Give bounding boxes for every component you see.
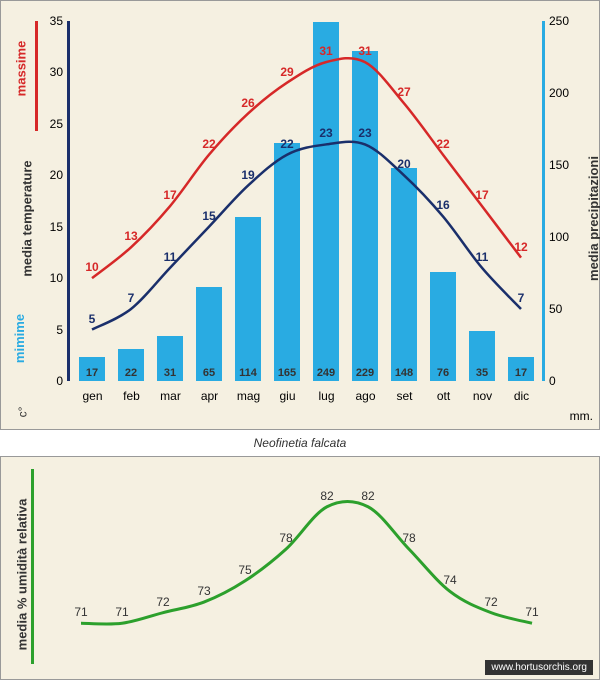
max-temp-value: 22 — [197, 137, 221, 151]
max-temp-value: 10 — [80, 260, 104, 274]
humidity-value: 78 — [274, 531, 298, 545]
humidity-axis-label: media % umidità relativa — [14, 499, 29, 651]
precip-unit-label: mm. — [570, 409, 593, 423]
min-temp-value: 19 — [236, 168, 260, 182]
max-temp-value: 26 — [236, 96, 260, 110]
species-caption: Neofinetia falcata — [0, 436, 600, 450]
humidity-value: 71 — [110, 605, 134, 619]
month-label: set — [387, 389, 422, 403]
humidity-value: 74 — [438, 573, 462, 587]
precip-tick: 200 — [549, 86, 579, 100]
max-temp-value: 12 — [509, 240, 533, 254]
month-label: giu — [270, 389, 305, 403]
humidity-value: 78 — [397, 531, 421, 545]
month-label: lug — [309, 389, 344, 403]
humidity-value: 71 — [69, 605, 93, 619]
precip-axis-label: media precipitazioni — [586, 156, 600, 281]
humidity-value: 71 — [520, 605, 544, 619]
month-label: mag — [231, 389, 266, 403]
humidity-value: 72 — [151, 595, 175, 609]
precip-tick: 150 — [549, 158, 579, 172]
humidity-value: 82 — [315, 489, 339, 503]
temp-tick: 25 — [38, 117, 63, 131]
temp-tick: 0 — [38, 374, 63, 388]
precip-tick: 100 — [549, 230, 579, 244]
max-temp-line — [92, 58, 521, 278]
watermark: www.hortusorchis.org — [485, 660, 593, 675]
humidity-value: 72 — [479, 595, 503, 609]
max-temp-value: 17 — [158, 188, 182, 202]
min-temp-value: 11 — [158, 250, 182, 264]
min-temp-line — [92, 142, 521, 330]
month-label: ott — [426, 389, 461, 403]
min-temp-value: 11 — [470, 250, 494, 264]
temp-axis-label: media temperature — [20, 160, 35, 276]
month-label: gen — [75, 389, 110, 403]
max-temp-value: 29 — [275, 65, 299, 79]
min-temp-value: 20 — [392, 157, 416, 171]
humidity-svg — [61, 475, 561, 655]
min-temp-value: 16 — [431, 198, 455, 212]
month-label: apr — [192, 389, 227, 403]
precip-tick: 250 — [549, 14, 579, 28]
min-temp-value: 7 — [119, 291, 143, 305]
temp-tick: 30 — [38, 65, 63, 79]
massime-label: massime — [13, 41, 28, 97]
humidity-value: 75 — [233, 563, 257, 577]
min-temp-value: 22 — [275, 137, 299, 151]
min-temp-value: 5 — [80, 312, 104, 326]
precip-tick: 0 — [549, 374, 579, 388]
max-temp-value: 17 — [470, 188, 494, 202]
month-label: nov — [465, 389, 500, 403]
climate-chart-panel: massime media temperature mimime c° medi… — [0, 0, 600, 430]
humidity-value: 73 — [192, 584, 216, 598]
max-temp-value: 27 — [392, 85, 416, 99]
min-temp-value: 7 — [509, 291, 533, 305]
temp-axis-line — [67, 21, 70, 381]
precip-axis-line — [542, 21, 545, 381]
min-temp-value: 23 — [353, 126, 377, 140]
max-temp-value: 31 — [353, 44, 377, 58]
temp-tick: 15 — [38, 220, 63, 234]
min-temp-value: 23 — [314, 126, 338, 140]
max-temp-value: 13 — [119, 229, 143, 243]
month-label: ago — [348, 389, 383, 403]
temp-tick: 10 — [38, 271, 63, 285]
month-label: feb — [114, 389, 149, 403]
temp-unit-label: c° — [15, 407, 29, 418]
chart-area-top: 0510152025303505010015020025017gen22feb3… — [71, 21, 541, 381]
max-temp-value: 31 — [314, 44, 338, 58]
temp-tick: 5 — [38, 323, 63, 337]
mimime-label: mimime — [12, 314, 27, 363]
humidity-chart-panel: media % umidità relativa 71 71 72 73 75 78 82 8… — [0, 456, 600, 680]
min-temp-value: 15 — [197, 209, 221, 223]
humidity-line — [81, 501, 532, 624]
month-label: mar — [153, 389, 188, 403]
humidity-value: 82 — [356, 489, 380, 503]
precip-tick: 50 — [549, 302, 579, 316]
temp-tick: 35 — [38, 14, 63, 28]
max-temp-value: 22 — [431, 137, 455, 151]
chart-area-bottom: 71 71 72 73 75 78 82 82 78 74 72 71 — [61, 475, 561, 655]
humidity-axis-segment — [31, 469, 34, 664]
temp-tick: 20 — [38, 168, 63, 182]
month-label: dic — [504, 389, 539, 403]
